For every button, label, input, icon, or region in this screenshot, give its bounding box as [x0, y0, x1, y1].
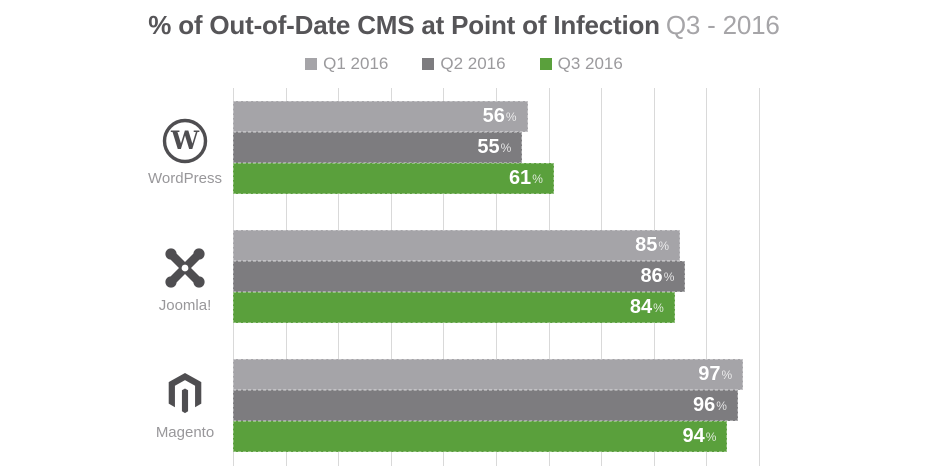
value-label: 55% [477, 136, 512, 158]
bar-wordpress-q1-2016: 56% [233, 101, 528, 132]
legend-label: Q1 2016 [323, 54, 389, 73]
bar-wordpress-q3-2016: 61% [233, 163, 554, 194]
legend-swatch-q1-icon [305, 58, 318, 70]
value-label: 61% [508, 167, 543, 189]
legend-swatch-q3-icon [539, 58, 552, 70]
category-wordpress: W WordPress [125, 117, 245, 187]
value-label: 56% [482, 105, 517, 127]
bar-group-joomla: 85% 86% 84% [233, 230, 759, 323]
legend-label: Q3 2016 [557, 54, 623, 73]
value-label: 97% [698, 363, 733, 385]
value-label: 85% [635, 234, 670, 256]
bar-magento-q2-2016: 96% [233, 390, 738, 421]
category-label-joomla: Joomla! [158, 297, 212, 314]
legend: Q1 2016 Q2 2016 Q3 2016 [0, 54, 928, 74]
bar-wordpress-q2-2016: 55% [233, 132, 523, 163]
legend-swatch-q2-icon [422, 58, 435, 70]
category-label-magento: Magento [155, 424, 215, 441]
bar-joomla-q3-2016: 84% [233, 292, 675, 323]
category-joomla: Joomla! [125, 244, 245, 314]
joomla-logo-icon [165, 248, 205, 288]
value-label: 84% [629, 296, 664, 318]
legend-item-q3-2016: Q3 2016 [539, 54, 623, 74]
value-label: 94% [682, 425, 717, 447]
legend-label: Q2 2016 [440, 54, 506, 73]
category-label-wordpress: WordPress [148, 170, 222, 187]
bar-group-wordpress: 56% 55% 61% [233, 101, 759, 194]
page-title: % of Out-of-Date CMS at Point of Infecti… [0, 10, 928, 40]
chart-title-period: Q3 - 2016 [665, 10, 780, 40]
legend-item-q2-2016: Q2 2016 [422, 54, 506, 74]
bar-group-magento: 97% 96% 94% [233, 359, 759, 452]
bar-magento-q3-2016: 94% [233, 421, 728, 452]
svg-text:W: W [170, 126, 200, 155]
plot-area: 56% 55% 61% 85% 86% 84% 97% 96% 94% [233, 88, 760, 466]
chart-title-main: % of Out-of-Date CMS at Point of Infecti… [148, 10, 660, 40]
value-label: 86% [640, 265, 675, 287]
bar-joomla-q2-2016: 86% [233, 261, 686, 292]
value-label: 96% [693, 394, 727, 416]
bar-joomla-q1-2016: 85% [233, 230, 681, 261]
legend-item-q1-2016: Q1 2016 [305, 54, 388, 74]
wordpress-logo-icon: W [162, 118, 208, 164]
category-magento: Magento [125, 371, 245, 441]
bar-magento-q1-2016: 97% [233, 359, 744, 390]
magento-logo-icon [168, 372, 202, 414]
